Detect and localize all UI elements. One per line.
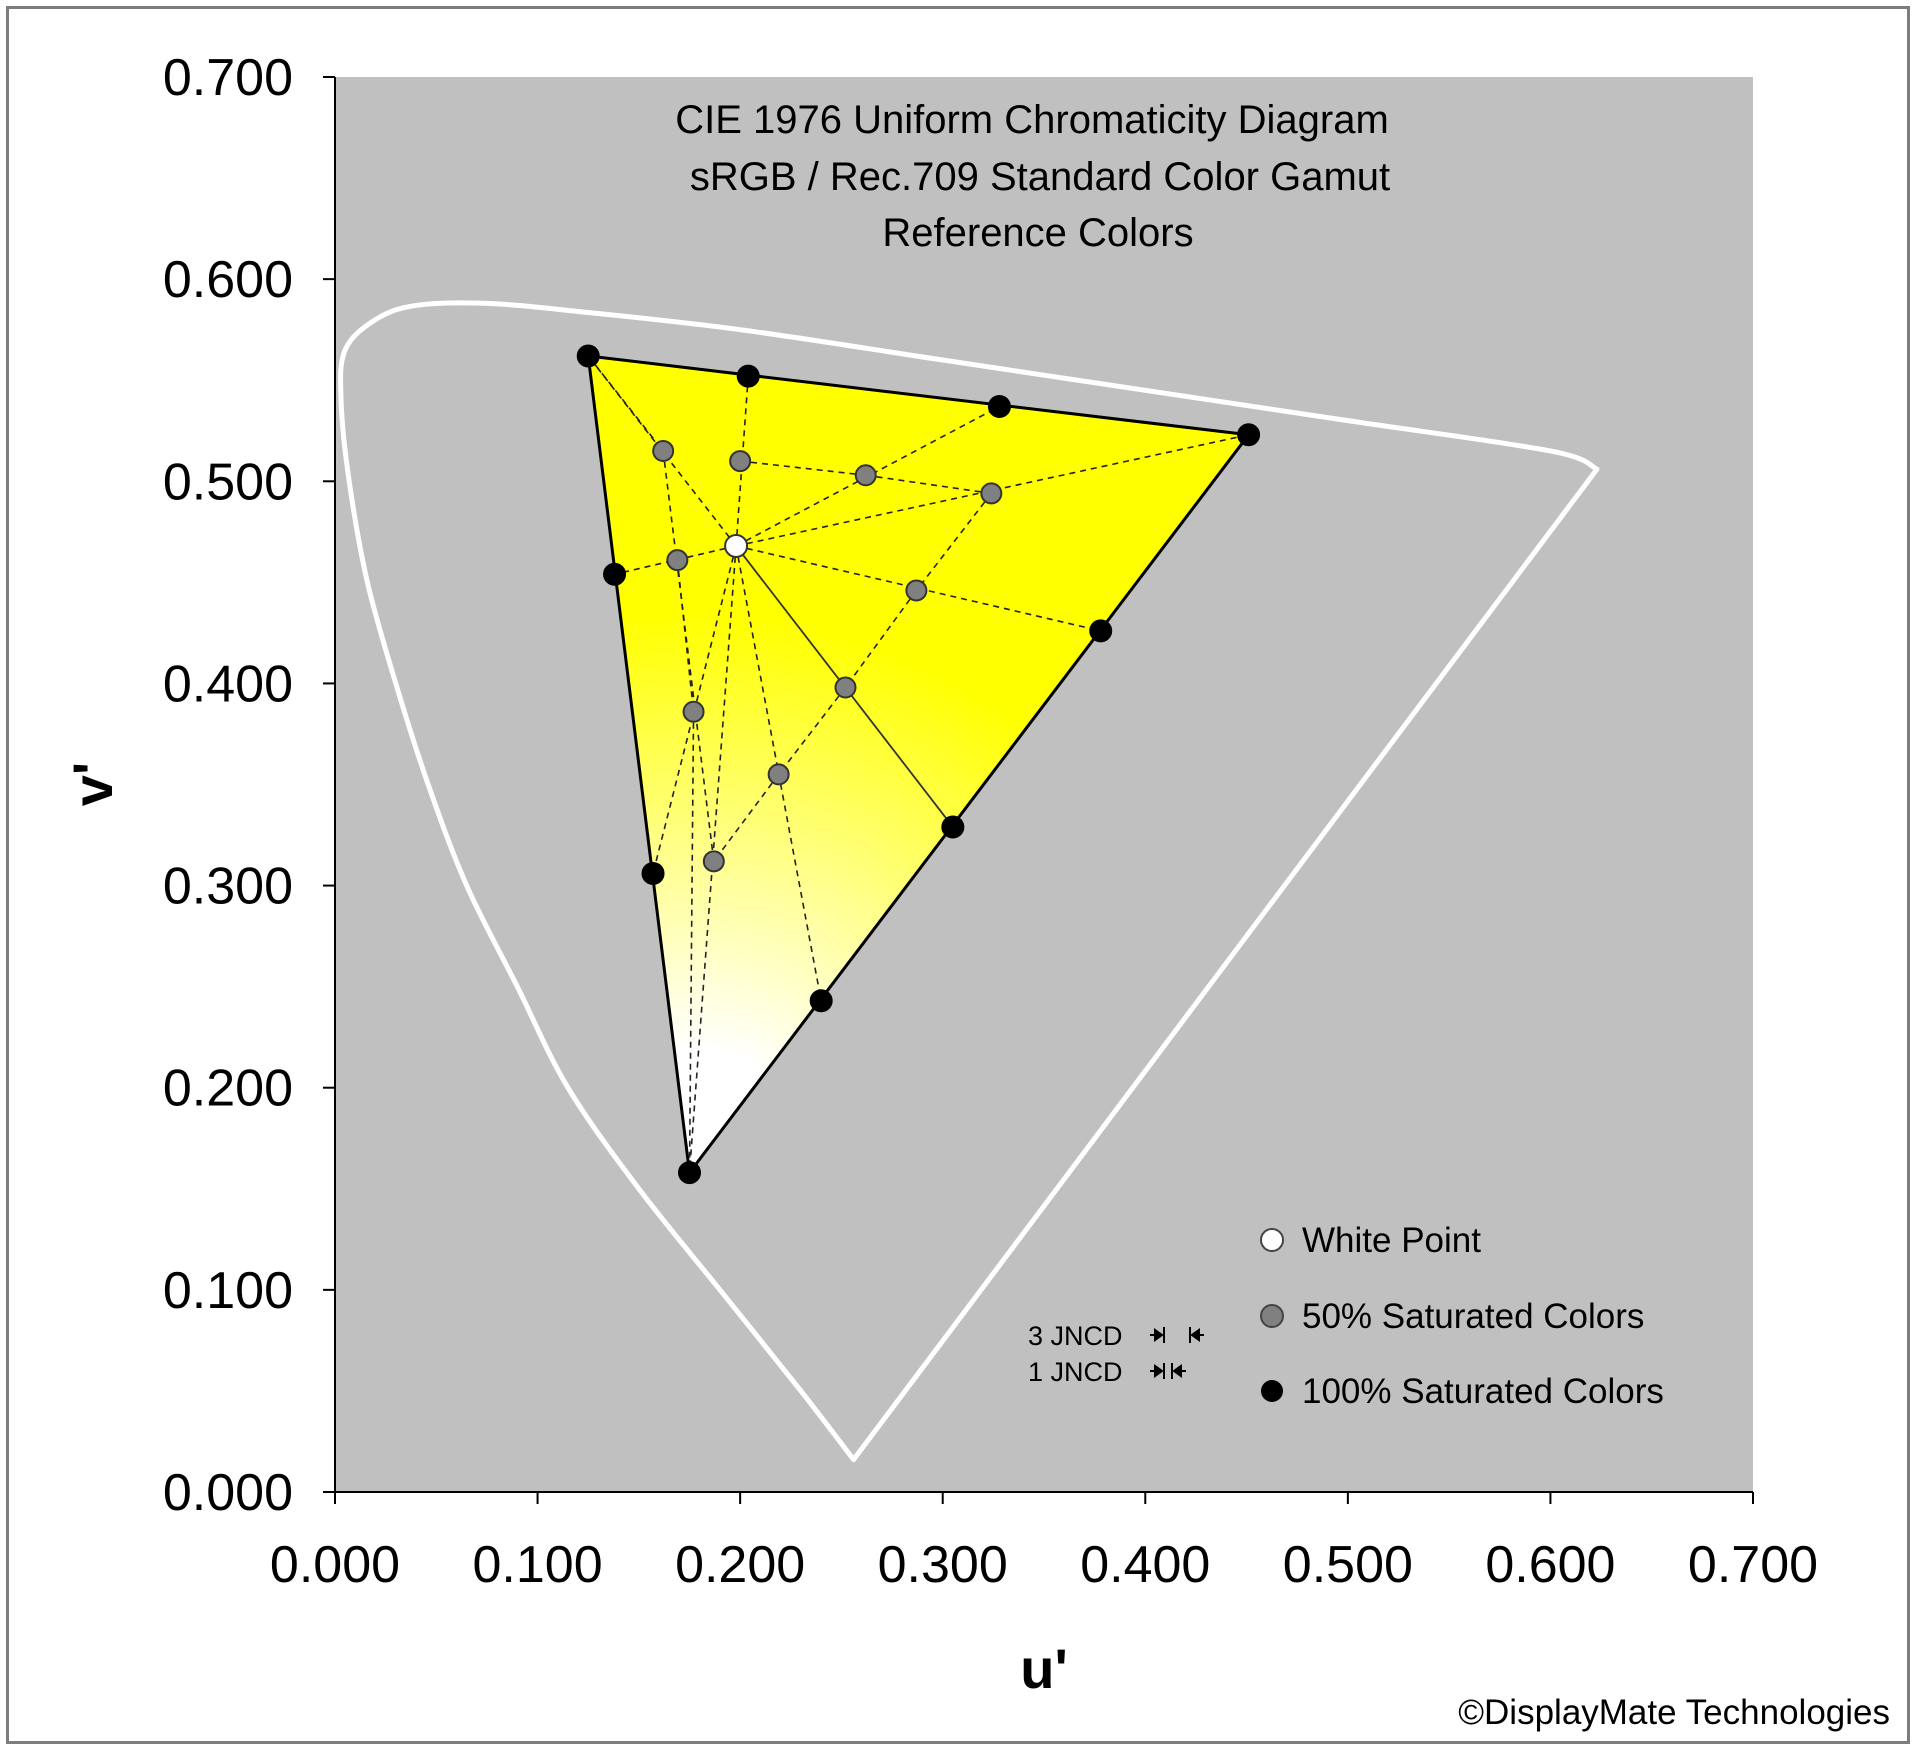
- x-tick-label: 0.500: [1283, 1536, 1413, 1594]
- y-tick-label: 0.300: [163, 858, 293, 916]
- y-tick-label: 0.700: [163, 49, 293, 107]
- jncd-1-marker-icon: [1150, 1363, 1186, 1379]
- hue-line: [587, 355, 664, 452]
- x-axis-title: u': [1020, 1637, 1068, 1700]
- y-axis-title: v': [61, 762, 124, 806]
- x-tick-label: 0.600: [1485, 1536, 1615, 1594]
- jncd-3-marker-icon: [1150, 1327, 1204, 1343]
- title-line-3: Reference Colors: [882, 211, 1193, 255]
- point-100-saturated: [603, 562, 627, 586]
- point-50-saturated: [905, 579, 928, 602]
- jncd-scale: 3 JNCD 1 JNCD: [1028, 1321, 1204, 1387]
- x-tick-label: 0.200: [675, 1536, 805, 1594]
- hue-line: [713, 773, 780, 862]
- point-100-saturated: [941, 815, 965, 839]
- y-tick-label: 0.400: [163, 655, 293, 713]
- point-100-saturated: [987, 394, 1011, 418]
- jncd-3-label: 3 JNCD: [1028, 1321, 1123, 1351]
- hue-line: [614, 545, 737, 576]
- legend-label-100-saturated: 100% Saturated Colors: [1302, 1372, 1664, 1411]
- hue-line: [688, 545, 737, 1173]
- axes: 0.000 0.100 0.200 0.300 0.400 0.500 0.600 0.700…: [163, 49, 1818, 1594]
- legend-label-white-point: White Point: [1302, 1221, 1481, 1260]
- point-50-saturated: [729, 450, 752, 473]
- x-tick-label: 0.700: [1688, 1536, 1818, 1594]
- point-50-saturated: [980, 482, 1003, 505]
- spectral-locus: [338, 300, 1600, 1463]
- x-tick-label: 0.100: [473, 1536, 603, 1594]
- point-100-saturated: [576, 344, 600, 368]
- hue-line: [777, 686, 847, 775]
- x-tick-label: 0.400: [1080, 1536, 1210, 1594]
- legend: White Point 50% Saturated Colors 100% Sa…: [1260, 1221, 1664, 1411]
- point-50-saturated: [702, 850, 725, 873]
- x-tick-label: 0.300: [878, 1536, 1008, 1594]
- y-tick-label: 0.500: [163, 453, 293, 511]
- point-50-saturated: [682, 700, 705, 723]
- hue-line: [662, 450, 715, 862]
- y-tick-label: 0.600: [163, 251, 293, 309]
- point-100-saturated: [1237, 423, 1261, 447]
- jncd-1-label: 1 JNCD: [1028, 1357, 1123, 1387]
- hue-line: [915, 492, 992, 591]
- y-tick-label: 0.000: [163, 1464, 293, 1522]
- title-line-2: sRGB / Rec.709 Standard Color Gamut: [690, 155, 1390, 199]
- copyright-credit: ©DisplayMate Technologies: [1458, 1693, 1890, 1732]
- hue-line: [587, 355, 737, 547]
- point-100-saturated: [678, 1161, 701, 1185]
- hue-line: [844, 589, 918, 688]
- point-50-saturated: [666, 549, 689, 572]
- gamut-outline: [586, 354, 1252, 1177]
- y-tick-label: 0.100: [163, 1262, 293, 1320]
- data-points: [576, 344, 1261, 1185]
- legend-label-50-saturated: 50% Saturated Colors: [1302, 1297, 1644, 1336]
- x-tick-label: 0.000: [270, 1536, 400, 1594]
- white-point: [724, 533, 749, 558]
- point-50-saturated: [652, 439, 675, 462]
- point-50-saturated: [854, 464, 877, 487]
- hue-lines: [587, 355, 1249, 1173]
- legend-marker-white-point: [1260, 1228, 1284, 1252]
- point-100-saturated: [1089, 619, 1113, 643]
- title-line-1: CIE 1976 Uniform Chromaticity Diagram: [675, 98, 1389, 142]
- point-50-saturated: [834, 676, 857, 699]
- legend-marker-100-saturated: [1261, 1380, 1283, 1402]
- plot-area: [335, 77, 1753, 1492]
- point-100-saturated: [809, 989, 833, 1013]
- chart-title: CIE 1976 Uniform Chromaticity Diagram sR…: [675, 98, 1390, 255]
- point-100-saturated: [641, 861, 665, 885]
- y-tick-label: 0.200: [163, 1060, 293, 1118]
- hue-line: [676, 560, 695, 712]
- point-50-saturated: [767, 763, 790, 786]
- legend-marker-50-saturated: [1260, 1304, 1284, 1328]
- point-100-saturated: [736, 364, 760, 388]
